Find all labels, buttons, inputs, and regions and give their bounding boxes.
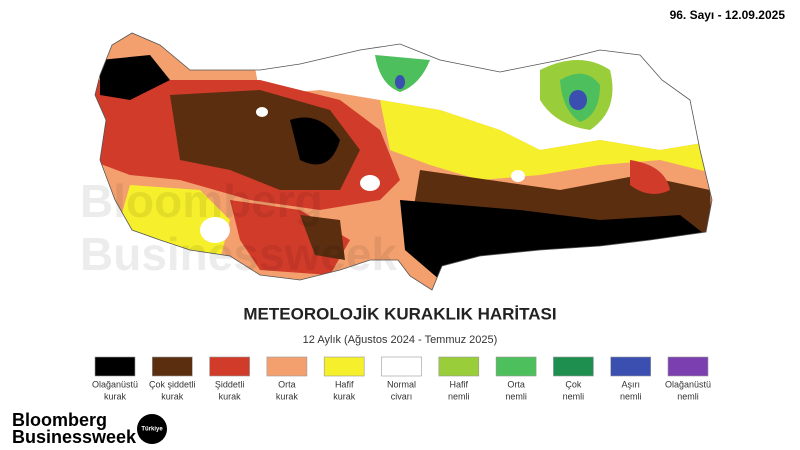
legend-label: nemli [505, 391, 527, 401]
legend-label: Aşırı [621, 379, 640, 389]
legend-swatch [553, 356, 594, 377]
brand-edition: Türkiye [141, 427, 163, 433]
legend-label: civarı [391, 391, 413, 401]
legend-swatch [152, 356, 193, 377]
legend-label: Orta [507, 379, 525, 389]
legend-label: nemli [677, 391, 699, 401]
map-title: METEOROLOJİK KURAKLIK HARİTASI [243, 304, 556, 323]
legend-swatch [266, 356, 308, 377]
legend-label: kurak [333, 391, 356, 401]
legend-label: Hafif [450, 379, 469, 389]
legend-swatch [381, 356, 422, 377]
legend-swatch [94, 356, 136, 377]
legend-swatch [667, 356, 709, 377]
legend: Olağanüstü kurak Çok şiddetli kurak Şiddetli… [92, 356, 711, 401]
legend-label: Çok şiddetli [149, 379, 196, 389]
legend-label: kurak [161, 391, 184, 401]
legend-swatch [209, 356, 250, 377]
map-subtitle: 12 Aylık (Ağustos 2024 - Temmuz 2025) [303, 334, 498, 346]
legend-label: Orta [278, 379, 296, 389]
legend-swatch [323, 356, 365, 377]
legend-label: kurak [276, 391, 299, 401]
brand-name: Businessweek [12, 427, 137, 447]
legend-swatch [495, 356, 537, 377]
legend-label: kurak [104, 391, 127, 401]
legend-label: Olağanüstü [665, 379, 711, 389]
legend-label: kurak [219, 391, 242, 401]
watermark: Bloomberg [80, 175, 323, 227]
issue: 96. Sayı - 12.09.2025 [670, 8, 786, 22]
legend-label: Olağanüstü [92, 379, 138, 389]
watermark: Businessweek [80, 228, 397, 280]
legend-label: nemli [563, 391, 585, 401]
legend-label: Şiddetli [215, 379, 245, 389]
legend-label: Normal [387, 379, 416, 389]
brand-name: Bloomberg [12, 410, 107, 430]
legend-label: nemli [448, 391, 470, 401]
legend-swatch [438, 356, 480, 377]
legend-swatch [610, 356, 652, 377]
legend-label: Hafif [335, 379, 354, 389]
legend-label: Çok [565, 379, 582, 389]
brand-badge [137, 414, 167, 444]
legend-label: nemli [620, 391, 642, 401]
